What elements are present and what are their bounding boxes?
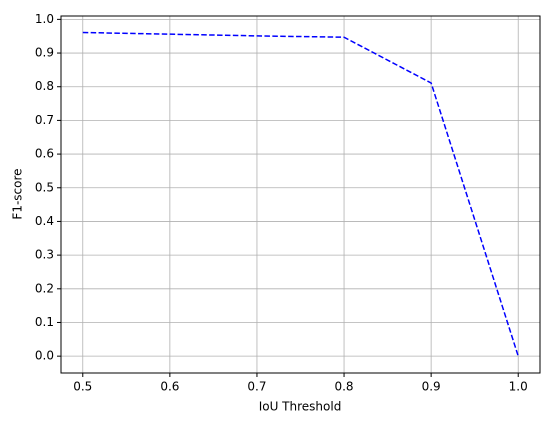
y-tick-label: 0.6 [35, 147, 54, 161]
x-tick-label: 1.0 [509, 380, 528, 394]
y-tick-label: 0.2 [35, 281, 54, 295]
x-tick-label: 0.7 [247, 380, 266, 394]
y-tick-label: 0.8 [35, 79, 54, 93]
y-axis-label: F1-score [11, 168, 25, 219]
x-tick-label: 0.8 [334, 380, 353, 394]
y-tick-label: 0.9 [35, 46, 54, 60]
y-tick-label: 0.4 [35, 214, 54, 228]
y-tick-label: 0.0 [35, 349, 54, 363]
x-axis-label: IoU Threshold [259, 400, 342, 414]
y-tick-label: 1.0 [35, 12, 54, 26]
y-tick-label: 0.3 [35, 248, 54, 262]
data-line [82, 31, 519, 357]
y-tick-label: 0.5 [35, 180, 54, 194]
x-tick-label: 0.5 [73, 380, 92, 394]
y-tick-label: 0.7 [35, 113, 54, 127]
y-tick-label: 0.1 [35, 315, 54, 329]
plot-frame [60, 15, 541, 374]
x-tick-label: 0.9 [422, 380, 441, 394]
x-tick-label: 0.6 [160, 380, 179, 394]
